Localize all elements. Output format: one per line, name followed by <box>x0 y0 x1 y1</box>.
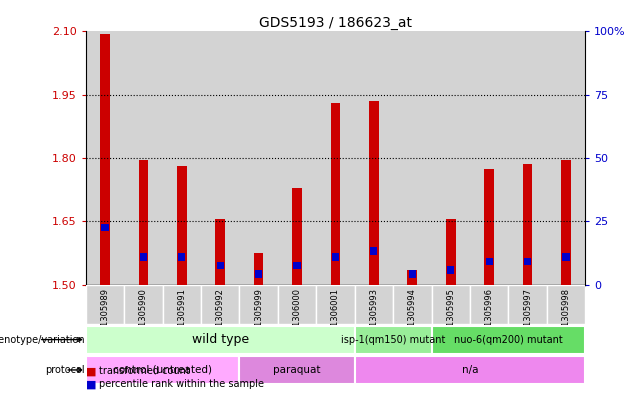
FancyBboxPatch shape <box>508 285 547 324</box>
Bar <box>561 160 570 285</box>
Bar <box>139 160 148 285</box>
Bar <box>216 219 225 285</box>
Text: nuo-6(qm200) mutant: nuo-6(qm200) mutant <box>454 334 563 345</box>
Text: transformed count: transformed count <box>99 366 190 376</box>
Bar <box>408 270 417 285</box>
Bar <box>446 219 455 285</box>
Text: GSM1306001: GSM1306001 <box>331 288 340 344</box>
FancyBboxPatch shape <box>86 356 240 384</box>
Text: ■: ■ <box>86 366 97 376</box>
Text: GSM1305991: GSM1305991 <box>177 288 186 343</box>
FancyBboxPatch shape <box>393 285 431 324</box>
Text: GSM1305994: GSM1305994 <box>408 288 417 343</box>
Bar <box>470 31 508 285</box>
Bar <box>370 247 378 255</box>
FancyBboxPatch shape <box>240 356 355 384</box>
FancyBboxPatch shape <box>355 325 431 354</box>
Text: isp-1(qm150) mutant: isp-1(qm150) mutant <box>341 334 445 345</box>
Bar <box>240 31 278 285</box>
FancyBboxPatch shape <box>86 285 124 324</box>
Bar <box>140 253 147 261</box>
FancyBboxPatch shape <box>163 285 201 324</box>
FancyBboxPatch shape <box>124 285 163 324</box>
Text: GSM1305993: GSM1305993 <box>370 288 378 344</box>
Title: GDS5193 / 186623_at: GDS5193 / 186623_at <box>259 17 412 30</box>
Bar <box>523 164 532 285</box>
Bar <box>293 262 301 270</box>
Bar <box>217 262 224 270</box>
Bar <box>332 253 339 261</box>
Text: paraquat: paraquat <box>273 365 321 375</box>
Bar <box>163 31 201 285</box>
Bar <box>178 253 186 261</box>
FancyBboxPatch shape <box>316 285 355 324</box>
Bar <box>102 224 109 231</box>
Text: GSM1305992: GSM1305992 <box>216 288 225 343</box>
FancyBboxPatch shape <box>201 285 240 324</box>
Bar <box>485 257 493 265</box>
Bar <box>177 167 187 285</box>
Bar <box>254 253 263 285</box>
Text: GSM1306000: GSM1306000 <box>293 288 301 344</box>
Bar <box>278 31 316 285</box>
Text: percentile rank within the sample: percentile rank within the sample <box>99 379 263 389</box>
Text: wild type: wild type <box>191 333 249 346</box>
Bar <box>484 169 494 285</box>
Bar <box>355 31 393 285</box>
Bar <box>524 257 531 265</box>
Bar <box>369 101 378 285</box>
Text: protocol: protocol <box>45 365 85 375</box>
Bar <box>547 31 585 285</box>
Text: GSM1305990: GSM1305990 <box>139 288 148 343</box>
Text: GSM1305998: GSM1305998 <box>562 288 570 344</box>
Bar <box>100 33 110 285</box>
FancyBboxPatch shape <box>355 356 585 384</box>
Text: GSM1305999: GSM1305999 <box>254 288 263 343</box>
FancyBboxPatch shape <box>470 285 508 324</box>
Bar <box>409 270 416 278</box>
Bar <box>124 31 163 285</box>
Bar <box>293 187 302 285</box>
Bar <box>331 103 340 285</box>
FancyBboxPatch shape <box>240 285 278 324</box>
Text: genotype/variation: genotype/variation <box>0 334 85 345</box>
FancyBboxPatch shape <box>355 285 393 324</box>
Text: ■: ■ <box>86 379 97 389</box>
Bar <box>508 31 547 285</box>
Text: control (untreated): control (untreated) <box>113 365 212 375</box>
Text: GSM1305989: GSM1305989 <box>100 288 109 344</box>
Bar <box>447 266 454 274</box>
Bar <box>562 253 569 261</box>
Bar <box>201 31 240 285</box>
FancyBboxPatch shape <box>278 285 316 324</box>
Bar <box>316 31 355 285</box>
Text: n/a: n/a <box>462 365 478 375</box>
FancyBboxPatch shape <box>431 325 585 354</box>
Bar <box>431 31 470 285</box>
Text: GSM1305997: GSM1305997 <box>523 288 532 344</box>
FancyBboxPatch shape <box>431 285 470 324</box>
Text: GSM1305995: GSM1305995 <box>446 288 455 343</box>
Bar <box>393 31 431 285</box>
Bar <box>255 270 262 278</box>
FancyBboxPatch shape <box>547 285 585 324</box>
Bar <box>86 31 124 285</box>
FancyBboxPatch shape <box>86 325 355 354</box>
Text: GSM1305996: GSM1305996 <box>485 288 494 344</box>
